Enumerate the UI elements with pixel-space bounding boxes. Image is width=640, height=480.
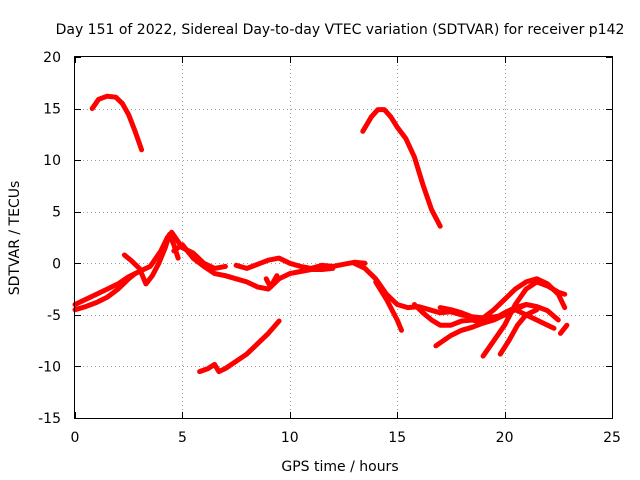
x-tick-label: 15 xyxy=(388,430,406,446)
x-tick-label: 25 xyxy=(603,430,621,446)
x-tick-label: 0 xyxy=(71,430,80,446)
series-arc-5 xyxy=(121,231,181,287)
y-tick-label: 20 xyxy=(43,50,61,66)
y-tick-label: 10 xyxy=(43,153,61,169)
y-tick-label: 5 xyxy=(52,205,61,221)
y-tick-label: 0 xyxy=(52,256,61,272)
series-arc-4 xyxy=(72,271,138,313)
series-arc-1 xyxy=(89,93,145,153)
series-arc-9 xyxy=(263,273,280,290)
series-arc-7 xyxy=(233,255,368,271)
y-tick-label: -5 xyxy=(47,308,61,324)
y-tick-label: -10 xyxy=(38,359,61,375)
series-arc-12 xyxy=(373,279,404,333)
y-tick-label: 15 xyxy=(43,102,61,118)
series-arc-10 xyxy=(197,318,282,375)
series-arc-3 xyxy=(72,229,228,307)
y-axis-label: SDTVAR / TECUs xyxy=(7,181,23,296)
grid-lines xyxy=(75,57,612,418)
data-series xyxy=(72,93,570,375)
series-arc-6 xyxy=(171,242,228,279)
series-arc-17 xyxy=(497,307,540,357)
chart-title: Day 151 of 2022, Sidereal Day-to-day VTE… xyxy=(56,22,625,38)
axis-ticks: 0 5 10 15 20 25 -15 -10 -5 0 5 10 15 20 xyxy=(38,50,621,446)
series-arc-8 xyxy=(222,265,336,292)
series-arc-19 xyxy=(557,322,570,336)
series-arc-11 xyxy=(351,260,508,321)
series-arc-18 xyxy=(512,307,557,331)
x-tick-label: 20 xyxy=(496,430,514,446)
x-tick-label: 10 xyxy=(281,430,299,446)
y-tick-label: -15 xyxy=(38,411,61,427)
x-tick-label: 5 xyxy=(178,430,187,446)
series-arc-2 xyxy=(360,107,443,229)
plot-frame xyxy=(74,56,613,419)
x-axis-label: GPS time / hours xyxy=(281,459,398,475)
series-arc-16 xyxy=(480,279,568,359)
